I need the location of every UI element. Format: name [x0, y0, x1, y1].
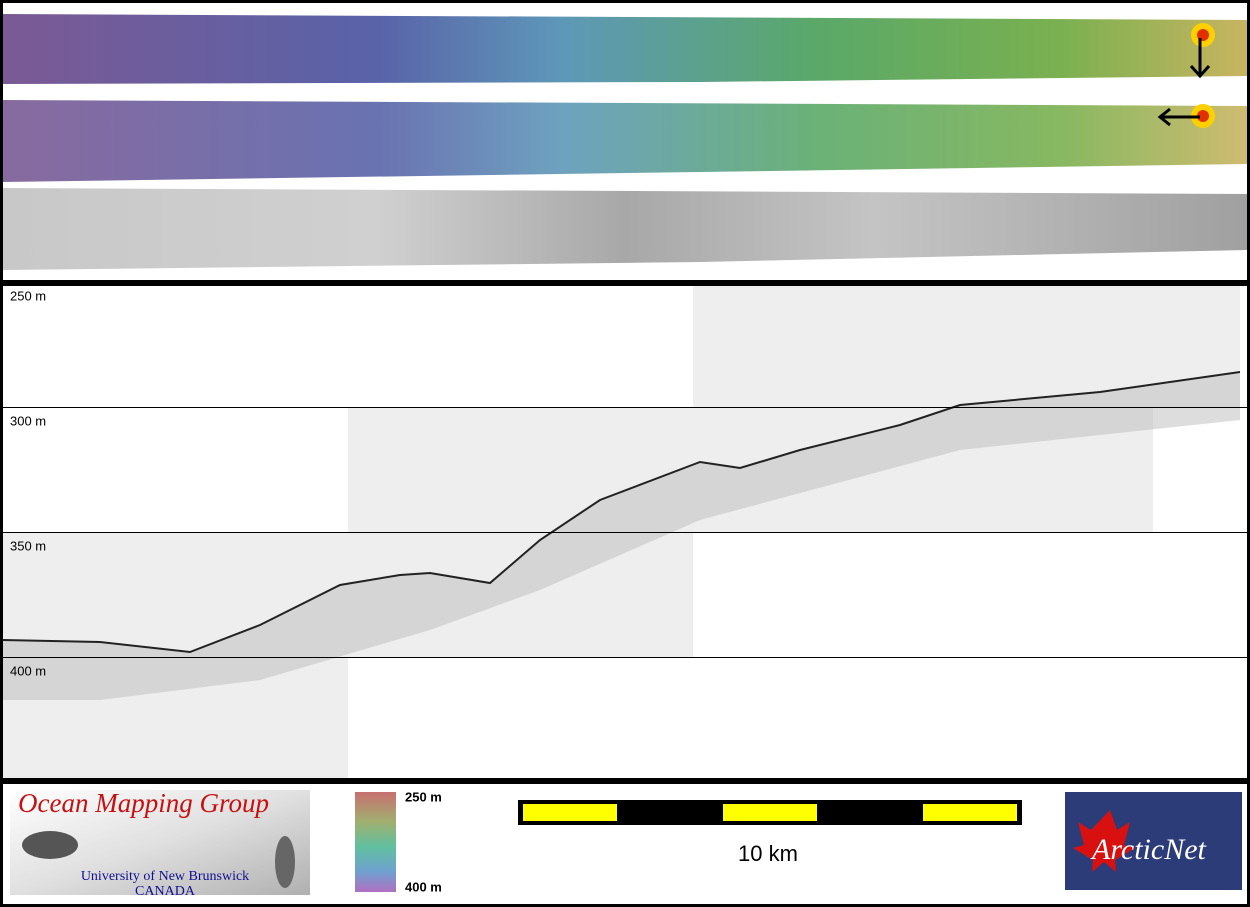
logo-graphic: [22, 831, 78, 859]
scale-label: 10 km: [738, 841, 798, 866]
colorbar-label: 250 m: [405, 789, 442, 804]
logo-text: University of New Brunswick: [81, 869, 249, 884]
logo-text: CANADA: [135, 884, 196, 899]
logo-title: ArcticNet: [1090, 833, 1207, 866]
scale-segment: [923, 804, 1017, 821]
sun-icon: [1189, 23, 1215, 79]
sun-illuminated-bathymetry: [3, 14, 1247, 84]
colorbar: [355, 792, 396, 892]
sun-icon: [1157, 104, 1215, 128]
logo-title: Ocean Mapping Group: [18, 788, 269, 818]
scale-segment: [723, 804, 817, 821]
colorbar-label: 400 m: [405, 879, 442, 894]
sediment-return: [3, 372, 1240, 700]
logo-graphic: [275, 836, 295, 888]
bathymetry-swath: [3, 100, 1247, 182]
depth-label: 250 m: [10, 288, 46, 303]
seafloor-reflector: [2, 371, 1241, 654]
depth-dividers: [3, 407, 1247, 658]
depth-label: 400 m: [10, 663, 46, 678]
depth-label: 300 m: [10, 413, 46, 428]
backscatter-swath: [3, 188, 1247, 270]
depth-label: 350 m: [10, 538, 46, 553]
scale-segment: [523, 804, 617, 821]
maple-leaf: [1073, 810, 1135, 872]
